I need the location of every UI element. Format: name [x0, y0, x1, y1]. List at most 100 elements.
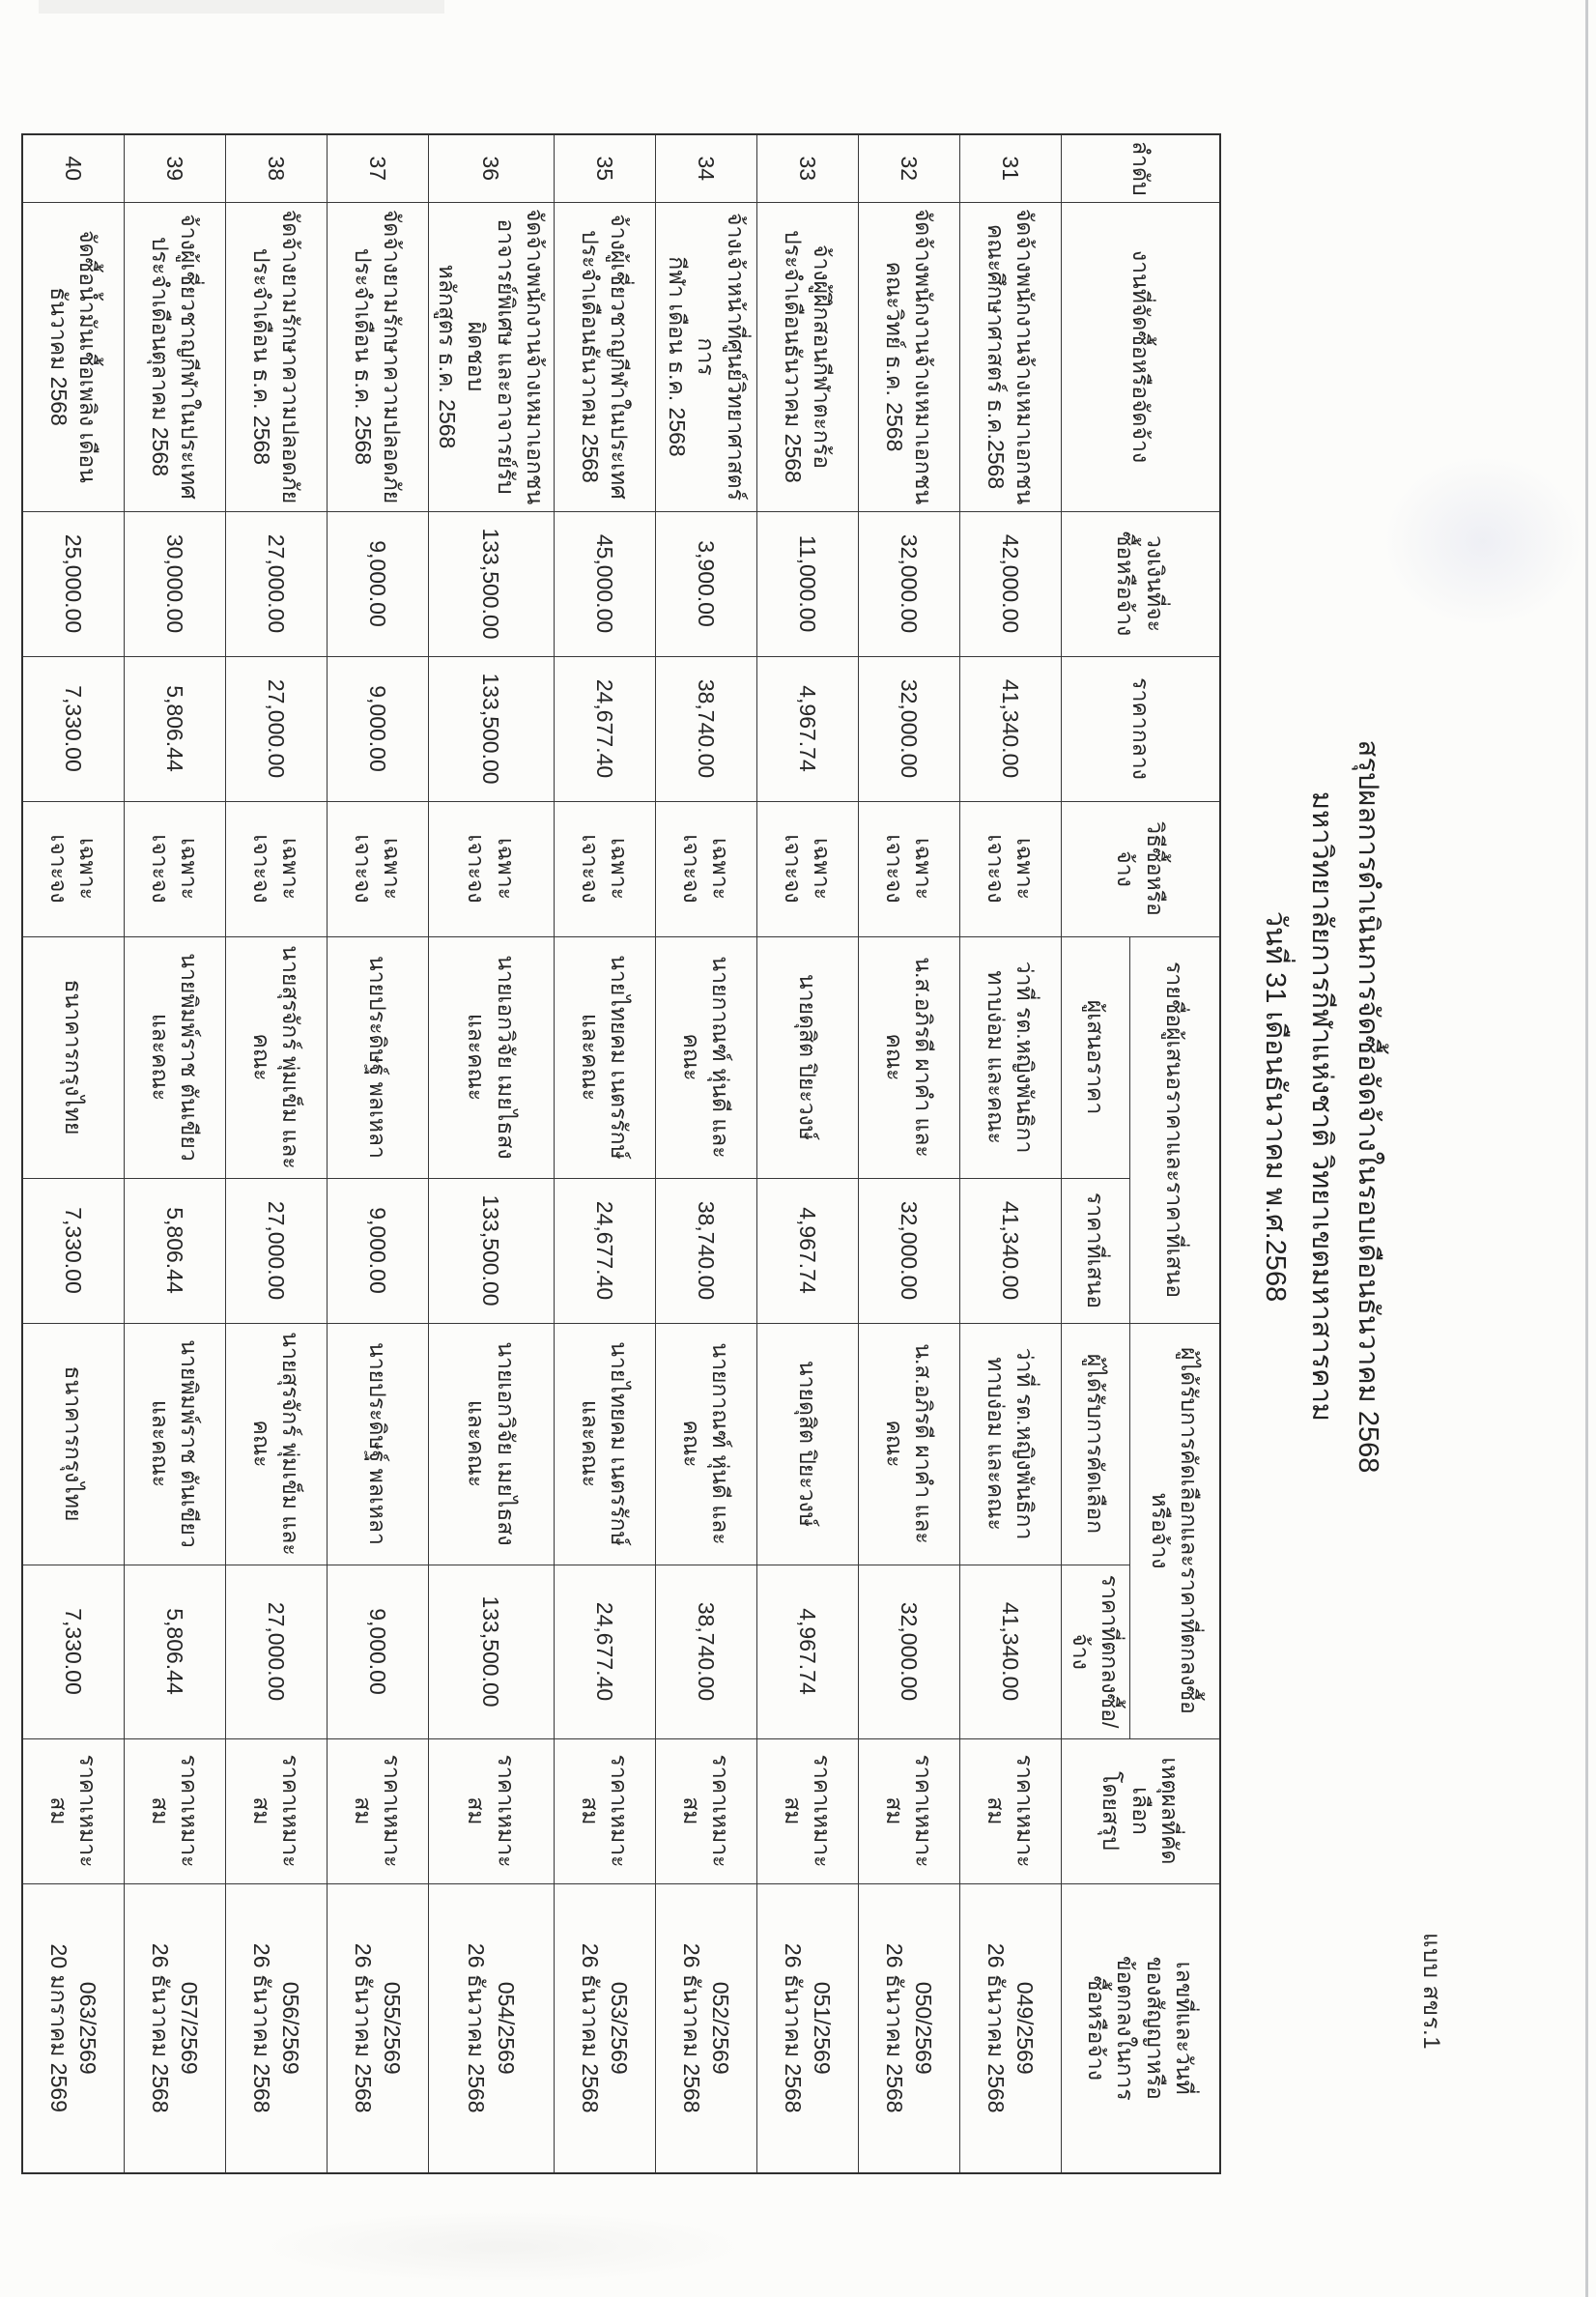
- bid-price-cell: 7,330.00: [22, 1178, 125, 1323]
- winner-cell: นายกาณฑ์ หุ่นดี และคณะ: [655, 1323, 757, 1565]
- bid-price-cell: 24,677.40: [554, 1178, 656, 1323]
- header-reason: เหตุผลที่คัดเลือก โดยสรุป: [1061, 1738, 1220, 1883]
- budget-cell: 3,900.00: [655, 511, 757, 656]
- bidder-cell: นายประดิษฐ์ พลเหลา: [327, 936, 429, 1178]
- middle-price-cell: 24,677.40: [554, 656, 656, 801]
- table-row: 40 จัดซื้อน้ำมันเชื้อเพลิง เดือน ธันวาคม…: [22, 134, 125, 2173]
- row-number-cell: 32: [858, 134, 960, 202]
- contract-cell: 056/2569 26 ธันวาคม 2568: [225, 1883, 328, 2173]
- document-title-line2: มหาวิทยาลัยการกีฬาแห่งชาติ วิทยาเขตมหาสา…: [1306, 791, 1337, 1421]
- winner-cell: ว่าที่ รต.หญิงพันธิกา ทาบง่อม และคณะ: [959, 1323, 1062, 1565]
- header-bidders-group: รายชื่อผู้เสนอราคาและราคาที่เสนอ: [1129, 936, 1220, 1323]
- contract-cell: 050/2569 26 ธันวาคม 2568: [858, 1883, 960, 2173]
- bidder-cell: ว่าที่ รต.หญิงพันธิกา ทาบง่อม และคณะ: [959, 936, 1062, 1178]
- bidder-cell: นายสุรจักร์ พุ่มเข็ม และ คณะ: [225, 936, 328, 1178]
- scan-smudge-top: [39, 0, 444, 14]
- middle-price-cell: 32,000.00: [858, 656, 960, 801]
- reason-cell: ราคาเหมาะสม: [428, 1738, 555, 1883]
- contract-cell: 054/2569 26 ธันวาคม 2568: [428, 1883, 555, 2173]
- contract-cell: 055/2569 26 ธันวาคม 2568: [327, 1883, 429, 2173]
- winner-cell: นายสุรจักร์ พุ่มเข็ม และ คณะ: [225, 1323, 328, 1565]
- task-cell: จัดจ้างยามรักษาความปลอดภัย ประจำเดือน ธ.…: [327, 202, 429, 511]
- reason-cell: ราคาเหมาะสม: [225, 1738, 328, 1883]
- bidder-cell: ธนาคารกรุงไทย: [22, 936, 125, 1178]
- method-cell: เฉพาะเจาะจง: [655, 801, 757, 936]
- bid-price-cell: 133,500.00: [428, 1178, 555, 1323]
- table-row: 34 จ้างเจ้าหน้าที่ศูนย์วิทยาศาสตร์การ กี…: [655, 134, 757, 2173]
- method-cell: เฉพาะเจาะจง: [756, 801, 859, 936]
- method-cell: เฉพาะเจาะจง: [22, 801, 125, 936]
- budget-cell: 27,000.00: [225, 511, 328, 656]
- header-contract: เลขที่และวันที่ ของสัญญาหรือ ข้อตกลงในกา…: [1061, 1883, 1220, 2173]
- budget-cell: 25,000.00: [22, 511, 125, 656]
- budget-cell: 9,000.00: [327, 511, 429, 656]
- winner-cell: นายดุสิต ปิยะวงษ์: [756, 1323, 859, 1565]
- row-number-cell: 31: [959, 134, 1062, 202]
- bidder-cell: นายเอกวิจัย เมยไธสง และคณะ: [428, 936, 555, 1178]
- table-row: 37 จัดจ้างยามรักษาความปลอดภัย ประจำเดือน…: [327, 134, 429, 2173]
- contract-cell: 051/2569 26 ธันวาคม 2568: [756, 1883, 859, 2173]
- bid-price-cell: 27,000.00: [225, 1178, 328, 1323]
- method-cell: เฉพาะเจาะจง: [858, 801, 960, 936]
- header-winner: ผู้ได้รับการคัดเลือก: [1061, 1323, 1130, 1565]
- win-price-cell: 27,000.00: [225, 1565, 328, 1738]
- winner-cell: ธนาคารกรุงไทย: [22, 1323, 125, 1565]
- table-header: ลำดับ งานที่จัดซื้อหรือจัดจ้าง วงเงินที่…: [1061, 134, 1220, 2173]
- method-cell: เฉพาะเจาะจง: [327, 801, 429, 936]
- win-price-cell: 7,330.00: [22, 1565, 125, 1738]
- winner-cell: นายเอกวิจัย เมยไธสง และคณะ: [428, 1323, 555, 1565]
- contract-cell: 049/2569 26 ธันวาคม 2568: [959, 1883, 1062, 2173]
- contract-cell: 052/2569 26 ธันวาคม 2568: [655, 1883, 757, 2173]
- middle-price-cell: 41,340.00: [959, 656, 1062, 801]
- document-title-line3: วันที่ 31 เดือนธันวาคม พ.ศ.2568: [1260, 910, 1291, 1303]
- document-title-block: สรุปผลการดำเนินการจัดซื้อจัดจ้างในรอบเดื…: [1252, 87, 1391, 2126]
- header-bid-price: ราคาที่เสนอ: [1061, 1178, 1130, 1323]
- win-price-cell: 133,500.00: [428, 1565, 555, 1738]
- method-cell: เฉพาะเจาะจง: [428, 801, 555, 936]
- header-winner-group: ผู้ได้รับการคัดเลือกและราคาที่ตกลงซื้อหร…: [1129, 1323, 1220, 1738]
- method-cell: เฉพาะเจาะจง: [124, 801, 226, 936]
- table-row: 35 จ้างผู้เชี่ยวชาญกีฬาในประเทศ ประจำเดื…: [554, 134, 656, 2173]
- win-price-cell: 32,000.00: [858, 1565, 960, 1738]
- bidder-cell: นายกาณฑ์ หุ่นดี และคณะ: [655, 936, 757, 1178]
- task-cell: จ้างผู้เชี่ยวชาญกีฬาในประเทศ ประจำเดือนธ…: [554, 202, 656, 511]
- procurement-table: ลำดับ งานที่จัดซื้อหรือจัดจ้าง วงเงินที่…: [21, 133, 1221, 2174]
- header-middle-price: ราคากลาง: [1061, 656, 1220, 801]
- method-cell: เฉพาะเจาะจง: [554, 801, 656, 936]
- bid-price-cell: 32,000.00: [858, 1178, 960, 1323]
- header-budget: วงเงินที่จะ ซื้อหรือจ้าง: [1061, 511, 1220, 656]
- scan-smudge-blue: [1382, 454, 1584, 628]
- table-row: 32 จัดจ้างพนักงานจ้างเหมาเอกชน คณะวิทย์ …: [858, 134, 960, 2173]
- budget-cell: 42,000.00: [959, 511, 1062, 656]
- contract-cell: 053/2569 26 ธันวาคม 2568: [554, 1883, 656, 2173]
- row-number-cell: 36: [428, 134, 555, 202]
- middle-price-cell: 9,000.00: [327, 656, 429, 801]
- method-cell: เฉพาะเจาะจง: [959, 801, 1062, 936]
- scan-page-edge: [1585, 0, 1588, 2297]
- budget-cell: 30,000.00: [124, 511, 226, 656]
- reason-cell: ราคาเหมาะสม: [124, 1738, 226, 1883]
- method-cell: เฉพาะเจาะจง: [225, 801, 328, 936]
- bidder-cell: นายไทยคม เนตรรักษ์ และคณะ: [554, 936, 656, 1178]
- header-win-price: ราคาที่ตกลงซื้อ/จ้าง: [1061, 1565, 1130, 1738]
- table-row: 33 จ้างผู้ฝึกสอนกีฬาตะกร้อ ประจำเดือนธัน…: [756, 134, 859, 2173]
- table-row: 38 จัดจ้างยามรักษาความปลอดภัย ประจำเดือน…: [225, 134, 328, 2173]
- bidder-cell: นายพิมพ์ราช ตันเขียว และคณะ: [124, 936, 226, 1178]
- middle-price-cell: 38,740.00: [655, 656, 757, 801]
- header-task: งานที่จัดซื้อหรือจัดจ้าง: [1061, 202, 1220, 511]
- task-cell: จัดจ้างพนักงานจ้างเหมาเอกชน อาจารย์พิเศษ…: [428, 202, 555, 511]
- reason-cell: ราคาเหมาะสม: [327, 1738, 429, 1883]
- row-number-cell: 37: [327, 134, 429, 202]
- winner-cell: นายไทยคม เนตรรักษ์ และคณะ: [554, 1323, 656, 1565]
- table-row: 31 จัดจ้างพนักงานจ้างเหมาเอกชน คณะศึกษาศ…: [959, 134, 1062, 2173]
- win-price-cell: 5,806.44: [124, 1565, 226, 1738]
- bidder-cell: นายดุสิต ปิยะวงษ์: [756, 936, 859, 1178]
- task-cell: จัดจ้างพนักงานจ้างเหมาเอกชน คณะวิทย์ ธ.ค…: [858, 202, 960, 511]
- winner-cell: น.ส.อภิรดี ผาคำ และ คณะ: [858, 1323, 960, 1565]
- scan-smudge-bottom: [271, 2213, 734, 2281]
- bid-price-cell: 4,967.74: [756, 1178, 859, 1323]
- row-number-cell: 34: [655, 134, 757, 202]
- table-row: 36 จัดจ้างพนักงานจ้างเหมาเอกชน อาจารย์พิ…: [428, 134, 555, 2173]
